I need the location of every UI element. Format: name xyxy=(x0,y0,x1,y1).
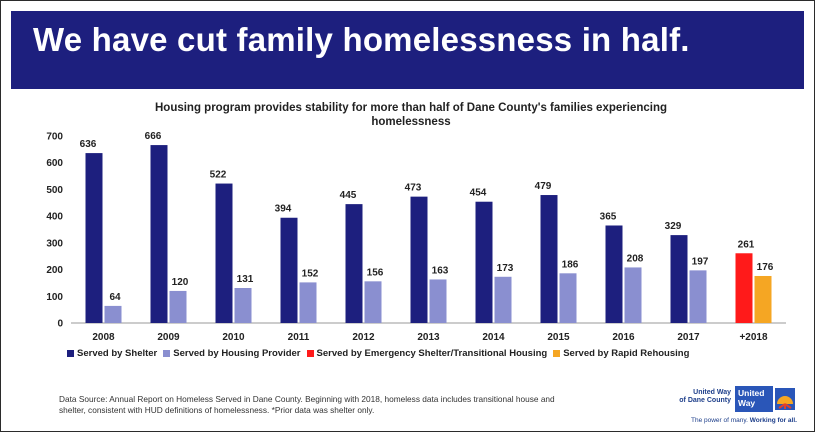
legend-item: Served by Housing Provider xyxy=(163,348,301,359)
x-tick-label: 2015 xyxy=(547,332,570,343)
x-tick-label: 2017 xyxy=(677,332,700,343)
bar-2011-2 xyxy=(299,282,317,323)
bar-2012-2 xyxy=(364,281,382,323)
legend-item: Served by Rapid Rehousing xyxy=(553,348,689,359)
data-label: 131 xyxy=(237,274,254,285)
y-tick-label: 100 xyxy=(46,292,63,303)
bar-2015-1 xyxy=(540,195,558,323)
data-label: 176 xyxy=(757,262,774,273)
bar-2016-1 xyxy=(605,225,623,323)
bar-2017-1 xyxy=(670,235,688,323)
data-source-note: Data Source: Annual Report on Homeless S… xyxy=(59,394,679,416)
bar-chart: 0 100 200 300 400 500 600 700 636 64 2008 666 120 200… xyxy=(46,131,786,343)
x-tick-label: 2011 xyxy=(288,332,310,343)
data-label: 64 xyxy=(109,292,121,303)
data-label: 365 xyxy=(600,211,617,222)
bar-2016-2 xyxy=(624,267,642,323)
legend-label: Served by Emergency Shelter/Transitional… xyxy=(316,348,548,359)
legend-item: Served by Shelter xyxy=(67,348,157,359)
united-way-wordmark: United Way of Dane County xyxy=(667,389,731,405)
x-tick-label: 2013 xyxy=(417,332,440,343)
legend-swatch xyxy=(67,350,74,357)
data-label: 454 xyxy=(470,188,487,199)
y-tick-label: 700 xyxy=(46,132,63,143)
bar-2009-1 xyxy=(150,145,168,323)
x-tick-label: 2012 xyxy=(352,332,375,343)
united-way-logo-box: United Way xyxy=(735,386,773,412)
bar-2013-1 xyxy=(410,196,428,323)
data-label: 186 xyxy=(562,259,579,270)
x-tick-label: 2014 xyxy=(482,332,505,343)
y-tick-label: 300 xyxy=(46,238,63,249)
chart-legend: Served by Shelter Served by Housing Provi… xyxy=(67,348,689,359)
source-line-2: shelter, consistent with HUD definitions… xyxy=(59,405,375,415)
data-label: 163 xyxy=(432,265,449,276)
data-label: 636 xyxy=(80,139,97,150)
logo-box-line-1: United xyxy=(738,388,765,398)
data-label: 152 xyxy=(302,268,319,279)
data-label: 208 xyxy=(627,253,644,264)
legend-swatch xyxy=(163,350,171,357)
x-tick-label: 2008 xyxy=(92,332,115,343)
tagline-plain: The power of many. xyxy=(691,417,750,424)
data-label: 120 xyxy=(172,277,189,288)
bar-2014-2 xyxy=(494,276,512,323)
bar-2014-1 xyxy=(475,201,493,323)
data-label: 197 xyxy=(692,256,709,267)
bar-2017-2 xyxy=(689,270,707,323)
legend-swatch xyxy=(553,350,561,357)
bar-2008-1 xyxy=(85,153,103,323)
legend-label: Served by Shelter xyxy=(77,348,158,359)
legend-label: Served by Housing Provider xyxy=(173,348,301,359)
x-tick-label: 2010 xyxy=(222,332,245,343)
data-label: 329 xyxy=(665,221,682,232)
y-tick-label: 500 xyxy=(46,185,63,196)
data-label: 473 xyxy=(405,183,422,194)
data-label: 522 xyxy=(210,170,227,181)
y-tick-label: 400 xyxy=(46,212,63,223)
bar-2009-2 xyxy=(169,290,187,323)
bar-2012-1 xyxy=(345,204,363,323)
bar-2010-1 xyxy=(215,183,233,323)
source-line-1: Data Source: Annual Report on Homeless S… xyxy=(59,394,555,404)
tagline-bold: Working for all. xyxy=(749,417,797,424)
chart-title: Housing program provides stability for m… xyxy=(154,102,668,128)
data-label: 173 xyxy=(497,263,514,274)
y-tick-label: 200 xyxy=(46,265,63,276)
bar-+2018-3 xyxy=(735,253,753,323)
logo-org-line-2: of Dane County xyxy=(679,397,731,404)
data-label: 394 xyxy=(275,204,292,215)
data-label: 261 xyxy=(738,239,755,250)
x-tick-label: 2016 xyxy=(612,332,635,343)
united-way-sun-icon xyxy=(775,388,795,410)
data-label: 666 xyxy=(145,131,162,142)
bar-2010-2 xyxy=(234,288,252,323)
bar-2011-1 xyxy=(280,217,298,323)
bar-+2018-4 xyxy=(754,275,772,323)
bar-2008-2 xyxy=(104,305,122,323)
y-tick-label: 600 xyxy=(46,158,63,169)
data-label: 156 xyxy=(367,267,384,278)
bar-2013-2 xyxy=(429,279,447,323)
data-label: 445 xyxy=(340,190,357,201)
logo-org-line-1: United Way xyxy=(693,389,731,396)
logo-box-line-2: Way xyxy=(738,398,756,408)
data-label: 479 xyxy=(535,181,552,192)
legend-label: Served by Rapid Rehousing xyxy=(563,348,690,359)
slide-title: We have cut family homelessness in half. xyxy=(33,21,690,58)
legend-item: Served by Emergency Shelter/Transitional… xyxy=(306,348,548,359)
x-tick-label: 2009 xyxy=(157,332,180,343)
title-banner: We have cut family homelessness in half. xyxy=(11,11,804,89)
y-tick-label: 0 xyxy=(57,319,63,330)
bar-2015-2 xyxy=(559,273,577,323)
x-tick-label: +2018 xyxy=(739,332,768,343)
legend-swatch xyxy=(306,350,314,357)
logo-tagline: The power of many. Working for all. xyxy=(691,417,797,424)
